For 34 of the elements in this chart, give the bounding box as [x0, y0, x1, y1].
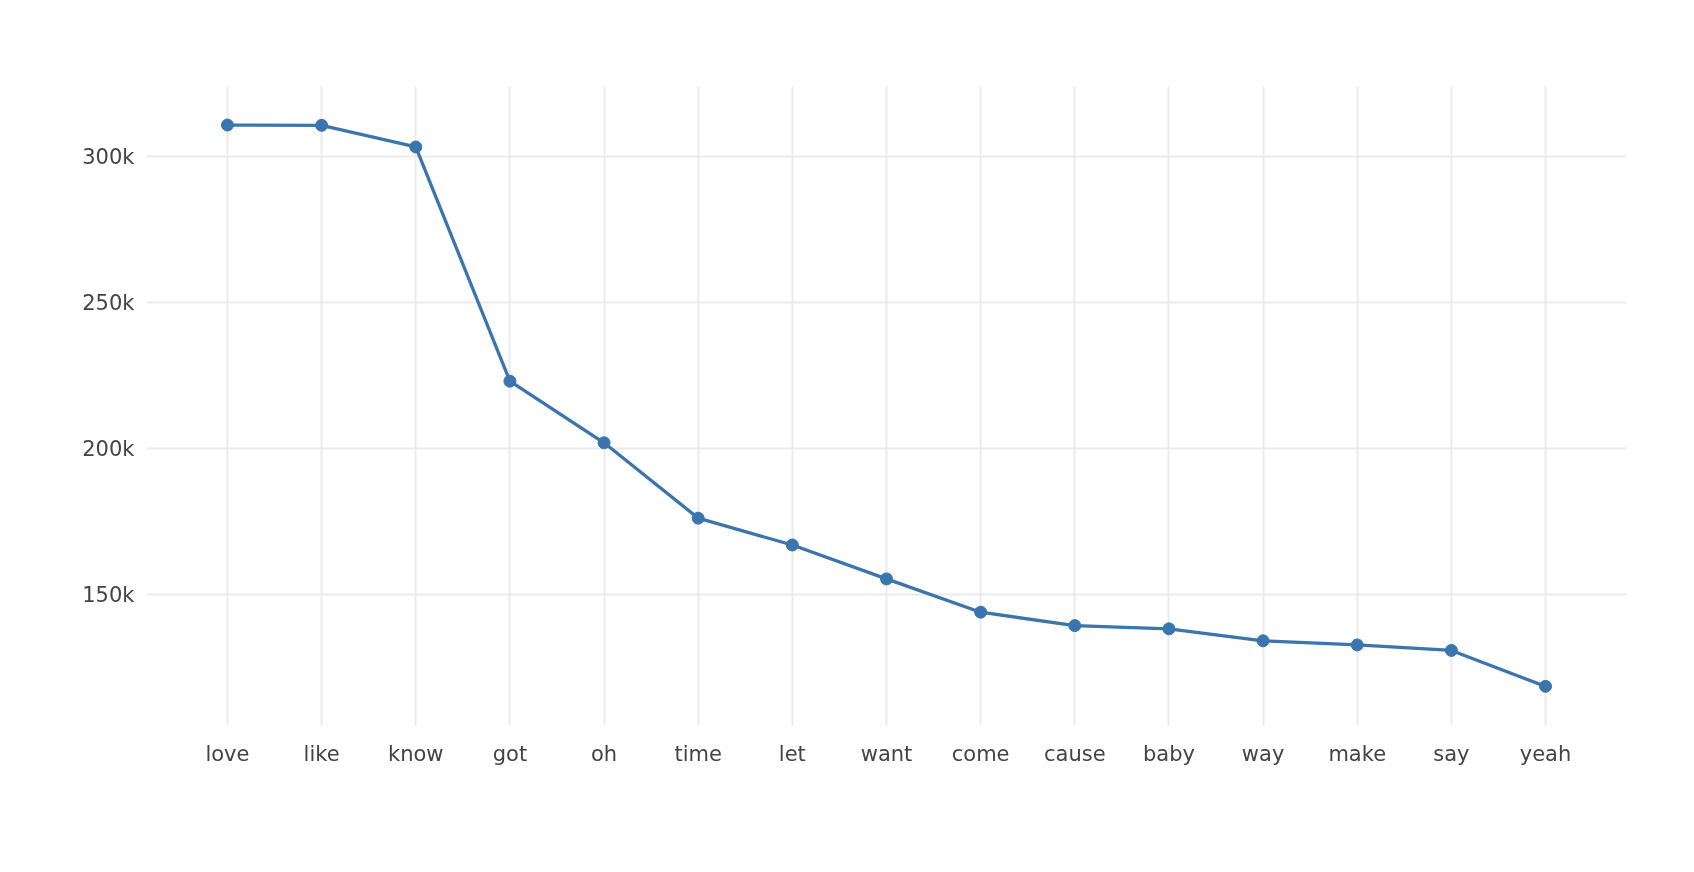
x-tick-label: make [1328, 741, 1387, 766]
x-tick-label: love [205, 741, 250, 766]
x-tick-label: cause [1044, 741, 1106, 766]
y-tick-label: 200k [82, 436, 136, 461]
x-tick-label: know [388, 741, 444, 766]
y-tick-label: 150k [82, 582, 136, 607]
point [880, 572, 893, 586]
point [1068, 619, 1082, 633]
point [1444, 643, 1458, 657]
x-tick-label: want [860, 741, 913, 766]
point [503, 374, 517, 388]
point [1162, 622, 1176, 636]
point [597, 436, 611, 450]
point [1256, 634, 1270, 648]
point [691, 511, 705, 525]
point [1539, 679, 1553, 693]
x-tick-label: got [492, 741, 528, 766]
x-tick-label: say [1433, 741, 1470, 766]
point [785, 538, 799, 552]
point [1350, 638, 1364, 652]
point [315, 118, 329, 132]
point [220, 118, 234, 132]
x-tick-label: come [951, 741, 1010, 766]
x-tick-label: let [778, 741, 806, 766]
x-tick-label: way [1241, 741, 1285, 766]
point [409, 140, 423, 154]
x-tick-label: yeah [1519, 741, 1572, 766]
x-tick-label: like [303, 741, 340, 766]
point [974, 605, 988, 619]
y-tick-label: 300k [82, 144, 136, 169]
x-tick-label: oh [590, 741, 618, 766]
y-tick-label: 250k [82, 290, 136, 315]
x-tick-label: baby [1142, 741, 1195, 766]
x-tick-label: time [674, 741, 722, 766]
